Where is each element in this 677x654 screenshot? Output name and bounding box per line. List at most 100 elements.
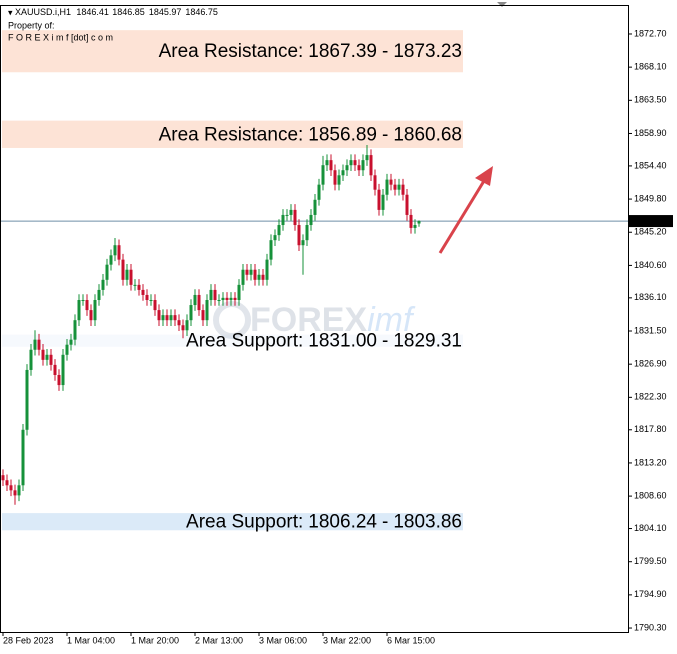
x-tick-label: 1 Mar 04:00 — [67, 635, 115, 645]
zone-from: 1831.00 — [308, 331, 377, 352]
zone-sep: - — [382, 331, 388, 352]
candle-body — [237, 284, 241, 301]
candle-body — [313, 199, 317, 215]
candle-body — [373, 175, 377, 190]
candle-body — [393, 184, 397, 190]
zone-from: 1856.89 — [308, 124, 377, 145]
candle-body — [89, 310, 93, 321]
candle-body — [245, 269, 249, 275]
y-tick-label: 1822.30 — [634, 392, 667, 402]
candle-body — [21, 429, 25, 486]
shift-marker — [497, 2, 507, 7]
candle-body — [109, 255, 113, 265]
candle-body — [117, 245, 121, 260]
ohlc-low: 1845.97 — [149, 7, 182, 17]
candle-body — [333, 170, 337, 185]
zone-name: Area Resistance: — [159, 41, 304, 62]
candle-body — [293, 209, 297, 226]
x-tick-label: 3 Mar 06:00 — [259, 635, 307, 645]
candle-body — [149, 300, 153, 302]
candle-body — [25, 369, 29, 430]
candle-body — [5, 480, 9, 486]
candle-body — [337, 175, 341, 185]
candle-body — [369, 155, 373, 176]
candle-body — [105, 264, 109, 280]
candle-body — [173, 315, 177, 321]
zone-sep: - — [382, 124, 388, 145]
trend-arrow-head — [475, 166, 493, 186]
zone-to: 1860.68 — [393, 124, 462, 145]
y-tick-label: 1868.10 — [634, 62, 667, 72]
x-tick-label: 1 Mar 20:00 — [131, 635, 179, 645]
candle-body — [309, 214, 313, 226]
ohlc-open: 1846.41 — [76, 7, 109, 17]
y-tick-label: 1831.50 — [634, 325, 667, 335]
candle-body — [29, 349, 33, 370]
zone-name: Area Support: — [186, 331, 303, 352]
zone-from: 1806.24 — [308, 512, 377, 533]
zone-band — [2, 513, 463, 531]
zone-band — [2, 334, 463, 347]
y-tick-label: 1836.10 — [634, 292, 667, 302]
candle-body — [325, 160, 329, 166]
y-tick-label: 1858.90 — [634, 128, 667, 138]
symbol: XAUUSD.i,H1 — [15, 7, 71, 17]
y-tick-label: 1849.80 — [634, 193, 667, 203]
candle-body — [17, 485, 21, 496]
candle-body — [249, 269, 253, 275]
x-tick-label: 2 Mar 13:00 — [195, 635, 243, 645]
zone-label: Area Resistance: 1856.89-1860.68 — [159, 124, 462, 145]
y-tick-label: 1794.90 — [634, 589, 667, 599]
candle-body — [37, 339, 41, 350]
candle-body — [265, 259, 269, 280]
price-marker — [629, 215, 673, 228]
candle-body — [301, 240, 305, 246]
y-tick-label: 1845.20 — [634, 227, 667, 237]
candle-body — [317, 184, 321, 200]
candle-body — [345, 165, 349, 171]
x-tick-label: 6 Mar 15:00 — [387, 635, 435, 645]
candle-body — [73, 320, 77, 340]
candle-body — [33, 339, 37, 350]
candle-body — [285, 214, 289, 216]
y-tick-label: 1799.50 — [634, 556, 667, 566]
candle-body — [417, 221, 421, 224]
zone-to: 1829.31 — [393, 331, 462, 352]
candle-body — [201, 310, 205, 321]
candle-body — [377, 189, 381, 210]
candle-body — [157, 310, 161, 321]
candle-body — [113, 245, 117, 256]
ohlc-close: 1846.75 — [185, 7, 218, 17]
zone-band — [2, 30, 463, 73]
ohlc-high: 1846.85 — [112, 7, 145, 17]
candle-body — [41, 349, 45, 360]
candle-body — [153, 300, 157, 311]
candle-body — [405, 194, 409, 215]
y-tick-label: 1817.80 — [634, 424, 667, 434]
zone-name: Area Resistance: — [159, 124, 304, 145]
candle-body — [125, 269, 129, 280]
candle-body — [181, 325, 185, 331]
zone-sep: - — [382, 512, 388, 533]
candle-body — [185, 320, 189, 331]
candle-body — [193, 294, 197, 306]
plot-border — [0, 5, 629, 633]
y-tick-label: 1872.70 — [634, 28, 667, 38]
candle-body — [53, 364, 57, 375]
candle-body — [289, 209, 293, 215]
candle-body — [385, 179, 389, 195]
candle-body — [121, 259, 125, 280]
candle-body — [169, 315, 173, 321]
candle-body — [69, 339, 73, 345]
candle-body — [141, 289, 145, 295]
candle-body — [281, 214, 285, 226]
watermark-text: FOREXimf — [250, 301, 416, 339]
candle-body — [357, 165, 361, 171]
candle-body — [137, 284, 141, 290]
candle-body — [61, 354, 65, 386]
candle-body — [349, 160, 353, 166]
candle-body — [197, 294, 201, 311]
candle-body — [213, 289, 217, 301]
